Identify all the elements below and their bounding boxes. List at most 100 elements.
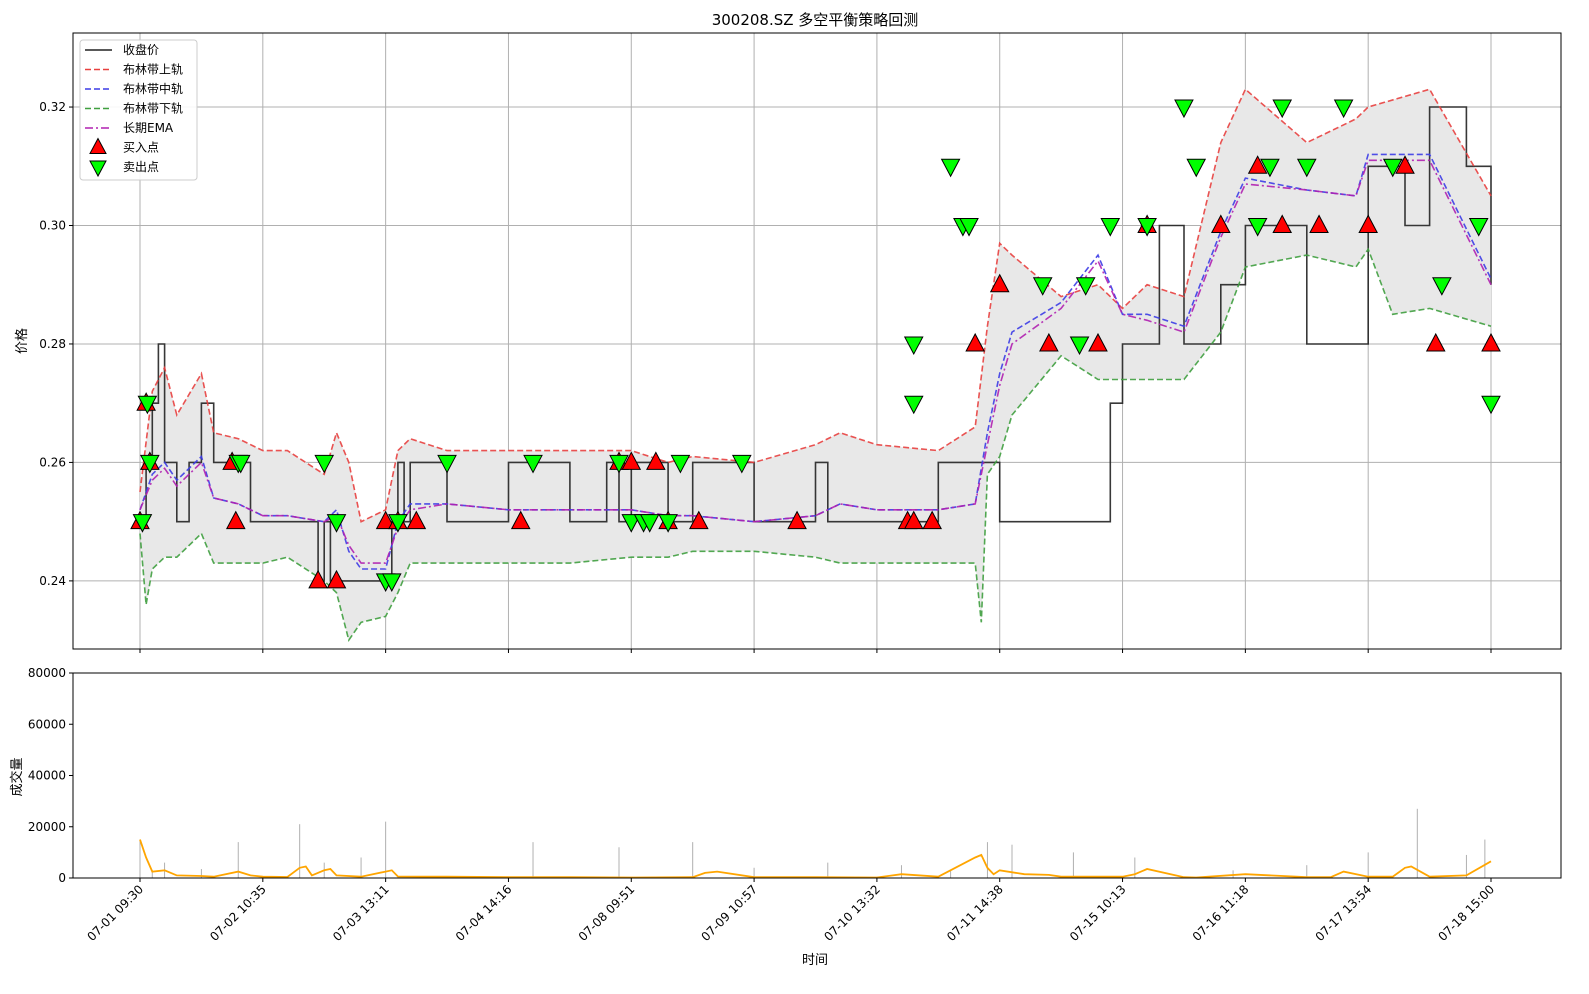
buy-marker — [326, 569, 347, 589]
sell-marker — [230, 454, 251, 474]
legend-label: 卖出点 — [123, 160, 159, 174]
volume-plot-area — [73, 673, 1561, 878]
price-lines — [139, 87, 1492, 642]
sell-marker — [1247, 218, 1268, 237]
sell-marker — [1174, 99, 1194, 119]
sell-marker — [1382, 158, 1403, 178]
buy-marker — [646, 451, 666, 470]
legend-label: 长期EMA — [123, 121, 174, 135]
legend-label: 布林带中轨 — [123, 81, 183, 96]
volume-y-tick-label: 60000 — [28, 717, 66, 731]
sell-marker — [670, 454, 691, 474]
bollinger-lower-line — [139, 247, 1492, 642]
sell-marker — [388, 514, 408, 533]
volume-panel: 0 20000 40000 60000 80000 07-01 09:30 07-02 1… — [9, 666, 1562, 968]
x-tick-label: 07-03 13:11 — [330, 882, 392, 944]
bollinger-middle-line — [139, 153, 1492, 570]
price-panel: 0.24 0.26 0.28 0.30 0.32 价格 — [14, 32, 1562, 653]
buy-marker — [1247, 155, 1268, 174]
x-tick-label: 07-15 10:13 — [1067, 882, 1129, 944]
sell-marker — [731, 454, 752, 474]
buy-marker — [787, 510, 807, 530]
buy-marker — [1272, 214, 1293, 233]
price-y-tick-label: 0.30 — [39, 219, 66, 233]
buy-marker — [1088, 332, 1108, 352]
sell-marker — [940, 158, 961, 178]
legend-label: 买入点 — [123, 141, 159, 155]
sell-marker — [132, 514, 153, 533]
sell-marker — [139, 454, 160, 474]
sell-marker — [1069, 336, 1090, 356]
buy-marker — [375, 510, 396, 530]
sell-marker — [1137, 218, 1157, 237]
buy-marker — [965, 332, 985, 352]
sell-marker — [959, 218, 979, 237]
sell-marker — [621, 514, 642, 533]
sell-marker — [381, 573, 402, 592]
sell-marker — [658, 514, 678, 533]
sell-marker — [1260, 158, 1280, 178]
sell-marker — [1075, 277, 1096, 296]
buy-marker — [1309, 214, 1329, 233]
buy-marker — [688, 510, 709, 530]
buy-marker — [1358, 214, 1379, 233]
volume-y-tick-label: 80000 — [28, 666, 66, 680]
legend-label: 收盘价 — [123, 42, 159, 57]
x-tick-label: 07-17 13:54 — [1313, 882, 1375, 944]
sell-marker — [1432, 277, 1452, 296]
x-tick-label: 07-11 14:38 — [944, 882, 1006, 944]
buy-marker — [903, 510, 924, 530]
buy-marker — [406, 510, 427, 530]
buy-marker — [1210, 214, 1231, 233]
sell-marker — [1186, 158, 1207, 178]
buy-marker — [308, 569, 328, 589]
price-plot-frame — [72, 32, 1562, 650]
volume-y-ticks: 0 20000 40000 60000 80000 — [28, 666, 73, 885]
volume-y-axis-label: 成交量 — [9, 757, 25, 796]
sell-marker — [903, 336, 924, 356]
sell-marker — [326, 514, 347, 533]
legend-label: 布林带下轨 — [123, 102, 183, 116]
buy-marker — [989, 273, 1010, 293]
sell-marker — [137, 395, 158, 415]
x-tick-label: 07-02 10:35 — [207, 882, 269, 944]
x-tick-label: 07-09 10:57 — [699, 882, 761, 944]
bollinger-upper-line — [139, 87, 1492, 523]
price-y-tick-label: 0.32 — [39, 100, 66, 114]
x-tick-label: 07-08 09:51 — [576, 882, 638, 944]
x-tick-label: 07-01 09:30 — [84, 882, 146, 944]
trade-markers — [130, 99, 1501, 592]
sell-marker — [437, 454, 457, 474]
buy-marker — [225, 510, 246, 530]
chart-title: 300208.SZ 多空平衡策略回测 — [712, 11, 919, 29]
long-ema-line — [139, 159, 1492, 564]
price-y-tick-label: 0.26 — [39, 455, 66, 469]
buy-marker — [510, 510, 531, 530]
buy-marker — [621, 451, 642, 470]
buy-marker — [922, 510, 943, 530]
legend-box — [79, 39, 198, 181]
sell-marker — [314, 454, 335, 474]
x-axis-label: 时间 — [802, 953, 828, 968]
x-tick-label: 07-18 15:00 — [1435, 882, 1497, 944]
volume-ma-line — [139, 839, 1492, 879]
x-tick-label: 07-16 11:18 — [1190, 882, 1252, 944]
volume-ma-path — [139, 839, 1492, 879]
sell-marker — [1296, 158, 1317, 178]
legend-swatch-buy — [89, 137, 107, 154]
buy-marker — [1425, 332, 1446, 352]
price-y-tick-label: 0.28 — [39, 337, 66, 351]
price-y-tick-label: 0.24 — [39, 574, 66, 588]
legend-swatch-sell — [89, 160, 107, 178]
price-y-axis-label: 价格 — [14, 328, 30, 354]
sell-marker — [1032, 277, 1053, 296]
volume-x-ticks: 07-01 09:30 07-02 10:35 07-03 13:11 07-04 1… — [84, 878, 1497, 944]
sell-marker — [639, 514, 660, 533]
volume-y-tick-label: 20000 — [28, 820, 66, 834]
buy-marker — [1039, 332, 1059, 352]
x-tick-label: 07-04 14:16 — [453, 882, 515, 944]
sell-marker — [1333, 99, 1354, 119]
